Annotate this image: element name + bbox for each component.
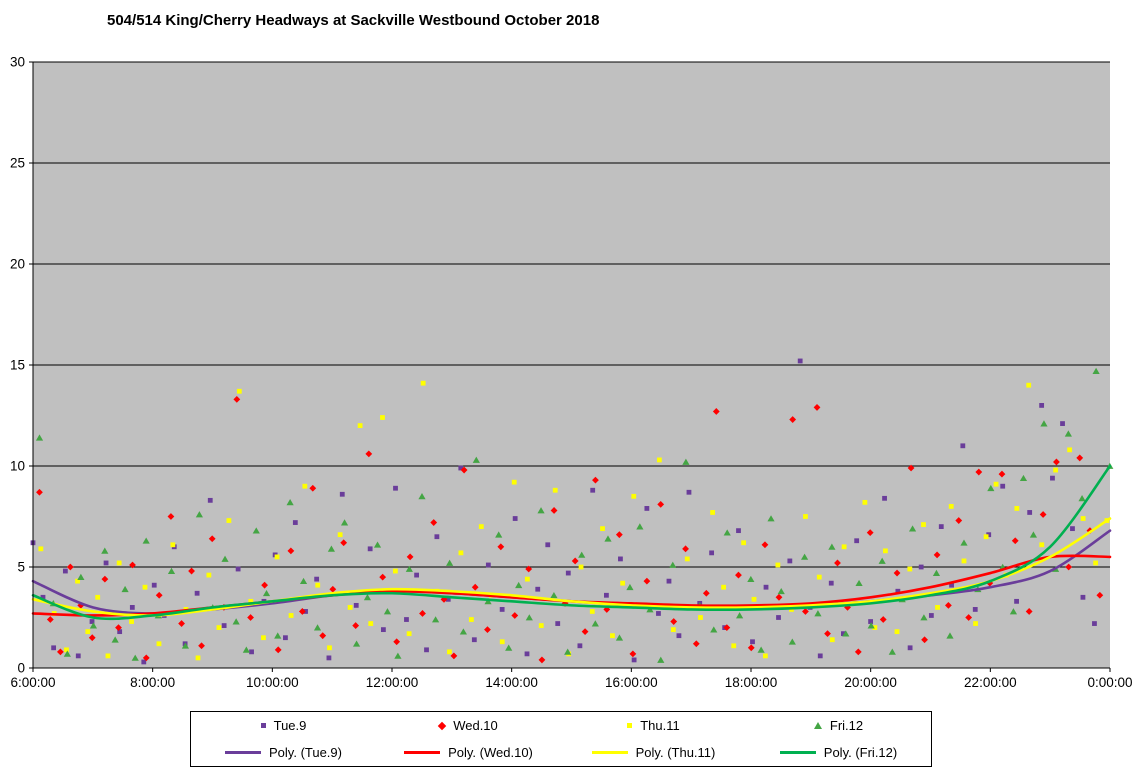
legend-label-tue9: Tue.9 bbox=[273, 718, 307, 733]
axes bbox=[29, 61, 1111, 672]
wed10-marker-icon bbox=[437, 721, 447, 730]
gridlines bbox=[33, 61, 1110, 568]
x-axis-tick-label: 20:00:00 bbox=[844, 675, 897, 690]
y-axis-tick-label: 20 bbox=[10, 257, 25, 272]
x-axis-tick-label: 0:00:00 bbox=[1087, 675, 1132, 690]
x-axis-tick-label: 16:00:00 bbox=[605, 675, 658, 690]
poly-wed10-line-icon bbox=[404, 751, 441, 754]
x-axis-tick-label: 14:00:00 bbox=[485, 675, 538, 690]
legend-item-poly-fri12: Poly. (Fri.12) bbox=[746, 745, 931, 760]
x-axis-tick-label: 10:00:00 bbox=[246, 675, 299, 690]
legend-label-fri12: Fri.12 bbox=[829, 718, 864, 733]
fri12-marker-icon bbox=[813, 722, 822, 729]
legend-item-poly-tue9: Poly. (Tue.9) bbox=[191, 745, 376, 760]
legend-item-wed10: Wed.10 bbox=[376, 718, 561, 733]
legend: Tue.9 Wed.10 Thu.11 Fri.12 Poly. (Tue.9)… bbox=[190, 711, 932, 767]
trend-line-polythu11 bbox=[31, 517, 1112, 617]
y-axis-tick-label: 25 bbox=[10, 156, 25, 171]
legend-item-thu11: Thu.11 bbox=[561, 718, 746, 733]
legend-item-fri12: Fri.12 bbox=[746, 718, 931, 733]
y-axis-tick-label: 15 bbox=[10, 358, 25, 373]
y-axis-tick-label: 30 bbox=[10, 55, 25, 70]
x-axis-tick-label: 18:00:00 bbox=[725, 675, 778, 690]
thu11-marker-icon bbox=[627, 723, 633, 728]
legend-label-wed10: Wed.10 bbox=[453, 718, 498, 733]
scatter-series-wed10 bbox=[36, 395, 1104, 664]
legend-label-poly-fri12: Poly. (Fri.12) bbox=[823, 745, 898, 760]
poly-tue9-line-icon bbox=[225, 751, 262, 754]
x-axis-tick-label: 12:00:00 bbox=[366, 675, 419, 690]
legend-label-poly-tue9: Poly. (Tue.9) bbox=[269, 745, 342, 760]
y-axis-tick-label: 5 bbox=[17, 560, 25, 575]
y-axis-tick-label: 0 bbox=[17, 661, 25, 676]
chart-title: 504/514 King/Cherry Headways at Sackvill… bbox=[107, 12, 600, 29]
x-axis-tick-label: 6:00:00 bbox=[10, 675, 55, 690]
poly-fri12-line-icon bbox=[779, 751, 816, 754]
x-axis-tick-label: 22:00:00 bbox=[964, 675, 1017, 690]
x-axis-tick-label: 8:00:00 bbox=[130, 675, 175, 690]
y-axis-tick-label: 10 bbox=[10, 459, 25, 474]
legend-label-poly-thu11: Poly. (Thu.11) bbox=[635, 745, 716, 760]
legend-label-poly-wed10: Poly. (Wed.10) bbox=[448, 745, 533, 760]
legend-item-tue9: Tue.9 bbox=[191, 718, 376, 733]
poly-thu11-line-icon bbox=[591, 751, 628, 754]
scatter-series-thu11 bbox=[38, 380, 1110, 661]
legend-label-thu11: Thu.11 bbox=[640, 718, 680, 733]
trend-line-polyfri12 bbox=[31, 464, 1112, 621]
legend-item-poly-thu11: Poly. (Thu.11) bbox=[561, 745, 746, 760]
chart-canvas: 0 5 10 15 20 25 30 6:00:00 8:00:00 10:00:00 12:00:… bbox=[10, 55, 1133, 691]
legend-item-poly-wed10: Poly. (Wed.10) bbox=[376, 745, 561, 760]
scatter-series-fri12 bbox=[35, 367, 1114, 663]
tue9-marker-icon bbox=[260, 723, 266, 728]
